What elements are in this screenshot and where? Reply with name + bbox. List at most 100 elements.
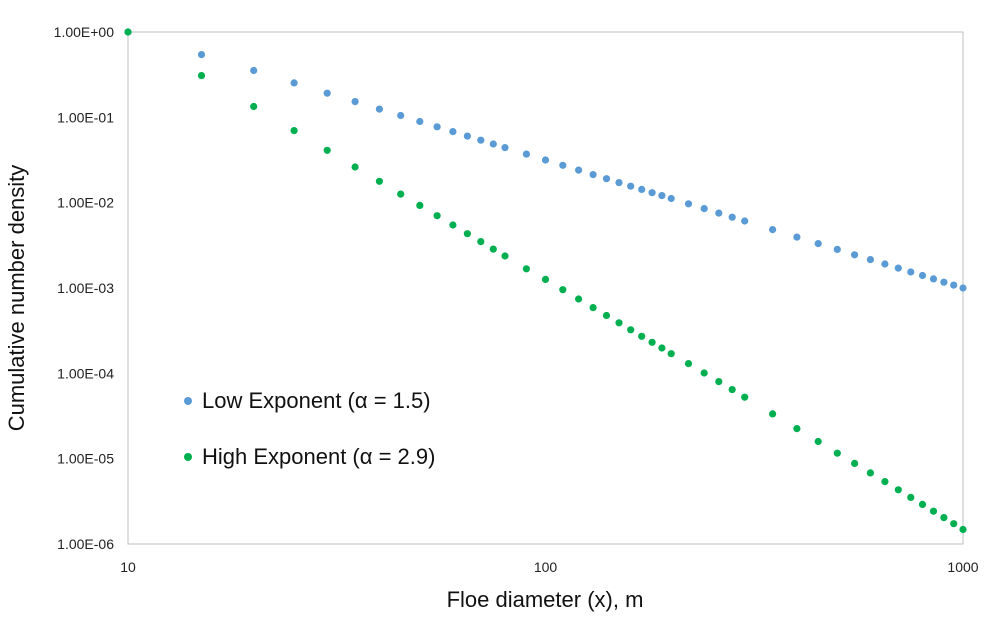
data-point (416, 201, 424, 209)
data-point (489, 140, 497, 148)
data-point (648, 338, 656, 346)
data-point (793, 425, 801, 433)
data-point (658, 344, 666, 352)
y-axis-ticks: 1.00E-06 1.00E-05 1.00E-04 1.00E-03 1.00E-02… (54, 24, 115, 552)
data-point (559, 286, 567, 294)
data-point (700, 205, 708, 213)
legend-label-high-exponent: High Exponent (α = 2.9) (202, 444, 435, 469)
data-point (351, 98, 359, 106)
data-point (866, 256, 875, 264)
data-point (793, 233, 801, 241)
data-point (433, 123, 441, 131)
data-point (907, 493, 915, 501)
data-point (741, 217, 749, 225)
x-tick-label: 1000 (947, 559, 978, 575)
data-point (375, 177, 383, 185)
y-tick-label: 1.00E-02 (57, 195, 114, 211)
data-point (700, 369, 708, 377)
data-point (615, 179, 623, 187)
data-point (489, 245, 497, 253)
data-point (814, 437, 822, 446)
data-point (575, 295, 583, 303)
data-point (416, 117, 424, 126)
y-tick-label: 1.00E-06 (57, 536, 114, 552)
data-points (124, 28, 967, 534)
data-point (638, 332, 646, 340)
data-point (541, 156, 550, 164)
data-point (950, 520, 958, 528)
legend-marker-high-exponent (184, 453, 192, 461)
data-point (501, 144, 509, 152)
data-point (959, 284, 967, 292)
data-point (894, 486, 902, 494)
data-point (602, 175, 611, 183)
data-point (250, 66, 258, 75)
x-tick-label: 10 (120, 559, 136, 575)
x-axis-title: Floe diameter (x), m (447, 587, 644, 612)
legend: Low Exponent (α = 1.5) High Exponent (α … (184, 388, 435, 469)
series-1 (124, 28, 967, 534)
data-point (627, 326, 635, 334)
y-axis-title: Cumulative number density (4, 165, 29, 432)
y-tick-label: 1.00E-01 (57, 109, 114, 125)
data-point (715, 209, 723, 217)
series-0 (124, 28, 967, 292)
data-point (918, 271, 927, 280)
legend-label-low-exponent: Low Exponent (α = 1.5) (202, 388, 431, 413)
data-point (950, 281, 958, 289)
data-point (667, 350, 675, 358)
data-point (541, 275, 550, 283)
data-point (667, 194, 675, 203)
data-point (728, 386, 736, 394)
data-point (638, 185, 646, 193)
data-point (715, 378, 723, 386)
data-point (250, 102, 258, 111)
data-point (522, 265, 531, 273)
data-point (433, 212, 441, 220)
data-point (684, 200, 693, 208)
data-point (575, 166, 583, 174)
data-point (866, 469, 875, 477)
data-point (323, 89, 331, 97)
x-tick-label: 100 (534, 559, 558, 575)
data-point (559, 161, 567, 169)
data-point (615, 319, 623, 327)
data-point (648, 189, 656, 197)
data-point (197, 72, 206, 80)
legend-marker-low-exponent (184, 397, 192, 405)
data-point (627, 182, 635, 190)
data-point (833, 449, 841, 457)
data-point (894, 264, 902, 272)
data-point (881, 260, 889, 268)
data-point (124, 28, 132, 36)
data-point (375, 105, 383, 113)
data-point (397, 111, 405, 120)
data-point (323, 146, 331, 154)
data-point (741, 393, 749, 401)
data-point (397, 190, 405, 198)
data-point (477, 136, 485, 144)
data-point (589, 171, 597, 179)
data-point (449, 221, 457, 229)
data-point (449, 128, 457, 136)
data-point (929, 275, 938, 283)
data-point (463, 132, 471, 140)
data-point (814, 240, 822, 248)
data-point (463, 230, 471, 238)
data-point (290, 127, 298, 135)
data-point (501, 252, 509, 260)
data-point (602, 311, 611, 320)
x-axis-ticks: 10 100 1000 (120, 559, 979, 575)
data-point (881, 478, 889, 486)
data-point (351, 163, 359, 171)
data-point (290, 79, 298, 87)
data-point (684, 360, 693, 368)
y-tick-label: 1.00E-05 (57, 451, 114, 467)
data-point (940, 278, 948, 286)
y-tick-label: 1.00E-03 (57, 280, 114, 296)
data-point (728, 213, 736, 221)
data-point (197, 51, 206, 59)
data-point (851, 459, 859, 467)
data-point (833, 245, 841, 253)
